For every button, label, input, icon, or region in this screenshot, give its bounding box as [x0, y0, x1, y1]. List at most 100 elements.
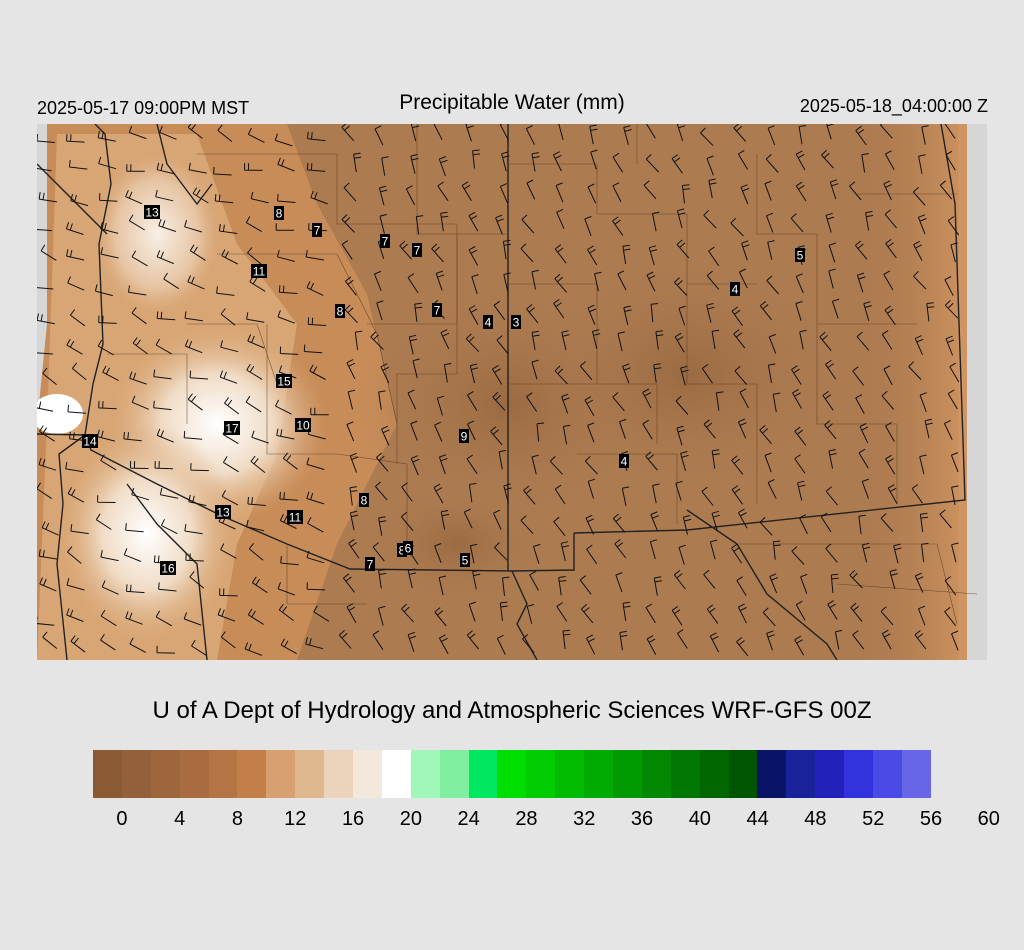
wind-barb [650, 511, 659, 532]
wind-barb [344, 304, 358, 324]
wind-barb [412, 358, 420, 379]
wind-barb [889, 569, 898, 590]
wind-barb [701, 363, 713, 384]
wind-barb [244, 163, 263, 171]
wind-barb [155, 189, 174, 202]
svg-text:4: 4 [732, 283, 739, 297]
wind-barb [374, 125, 384, 146]
wind-barb [131, 487, 150, 501]
wind-barb [880, 513, 894, 532]
wind-barb [914, 630, 927, 650]
county-line-17 [187, 323, 278, 385]
wind-barb [554, 273, 567, 293]
wind-barb [250, 191, 269, 204]
wind-barb [858, 448, 869, 469]
wind-barb [247, 247, 262, 265]
wind-barb [646, 271, 656, 292]
wind-barb [343, 573, 355, 593]
wind-barb [612, 392, 625, 412]
wind-barb [555, 182, 564, 203]
wind-barb [614, 539, 627, 559]
svg-text:11: 11 [289, 511, 302, 525]
color-scale-tick-label: 16 [341, 808, 365, 830]
station-value-label: 9 [459, 429, 469, 444]
wind-barb [949, 362, 960, 383]
boundary-sierra [126, 483, 208, 660]
wind-barb [619, 418, 627, 439]
wind-barb [709, 539, 718, 560]
color-scale-tick-label: 20 [399, 808, 422, 830]
wind-barb [830, 573, 839, 593]
station-value-label: 16 [160, 561, 176, 576]
boundary-mexico [511, 570, 538, 660]
wind-barb [794, 426, 807, 446]
wind-barb [128, 214, 145, 231]
wind-barb [305, 637, 324, 650]
wind-barb [303, 344, 323, 354]
svg-text:7: 7 [314, 224, 321, 238]
wind-barb [673, 570, 686, 590]
wind-barb [947, 216, 960, 236]
wind-barb [794, 454, 806, 474]
wind-barb [158, 582, 177, 592]
color-scale-tick-label: 40 [688, 808, 711, 830]
wind-barb [100, 550, 119, 562]
wind-barb [469, 483, 477, 503]
wind-barb [855, 240, 868, 260]
wind-barb [792, 388, 802, 409]
wind-barb [100, 247, 119, 259]
wind-barb [495, 214, 504, 235]
wind-barb [767, 240, 775, 260]
county-line-10 [686, 284, 758, 504]
wind-barb [278, 603, 294, 622]
station-value-label: 14 [82, 434, 98, 449]
svg-text:4: 4 [485, 316, 492, 330]
wind-barb [222, 456, 239, 473]
color-scale-bin [381, 750, 411, 798]
wind-barb [188, 494, 207, 507]
wind-barb [493, 300, 506, 321]
wind-barb [739, 388, 749, 409]
wind-barb [700, 127, 714, 147]
wind-barb [759, 517, 773, 536]
wind-barb [861, 478, 869, 499]
station-value-label: 11 [287, 510, 303, 525]
wind-barb [378, 390, 386, 410]
wind-barb [306, 457, 325, 470]
wind-barb [526, 179, 536, 200]
wind-barb [66, 249, 85, 261]
wind-barb [407, 568, 417, 589]
wind-barb [183, 612, 202, 626]
color-scale-tick-label: 8 [231, 808, 244, 830]
color-scale-tick-label: 4 [174, 808, 186, 830]
pw-east-gradient [857, 124, 967, 660]
wind-barb [828, 268, 836, 289]
color-scale-bin [208, 750, 238, 798]
wind-barb [652, 483, 660, 504]
wind-barb [131, 307, 147, 325]
wind-barb [676, 629, 688, 649]
wind-barb [834, 629, 843, 650]
wind-barb [825, 359, 837, 380]
wind-barb [642, 388, 652, 409]
wind-barb [126, 164, 145, 172]
wind-barb [372, 542, 385, 562]
wind-barb [951, 630, 959, 651]
wind-barb [731, 306, 743, 326]
wind-barb [98, 156, 117, 170]
wind-barb [276, 249, 295, 262]
wind-barb [436, 395, 445, 416]
wind-barb [822, 390, 834, 411]
wind-barb [67, 404, 86, 414]
wind-barb [98, 315, 117, 324]
wind-barb [865, 211, 874, 231]
wind-barb [100, 454, 117, 471]
wind-barb [184, 524, 203, 535]
wind-barb [128, 285, 147, 296]
valid-time-local: 2025-05-17 09:00PM MST [37, 98, 250, 118]
wind-barb [852, 630, 865, 650]
wind-barb [501, 151, 510, 172]
wind-barb [731, 485, 744, 505]
wind-barb [736, 637, 749, 657]
